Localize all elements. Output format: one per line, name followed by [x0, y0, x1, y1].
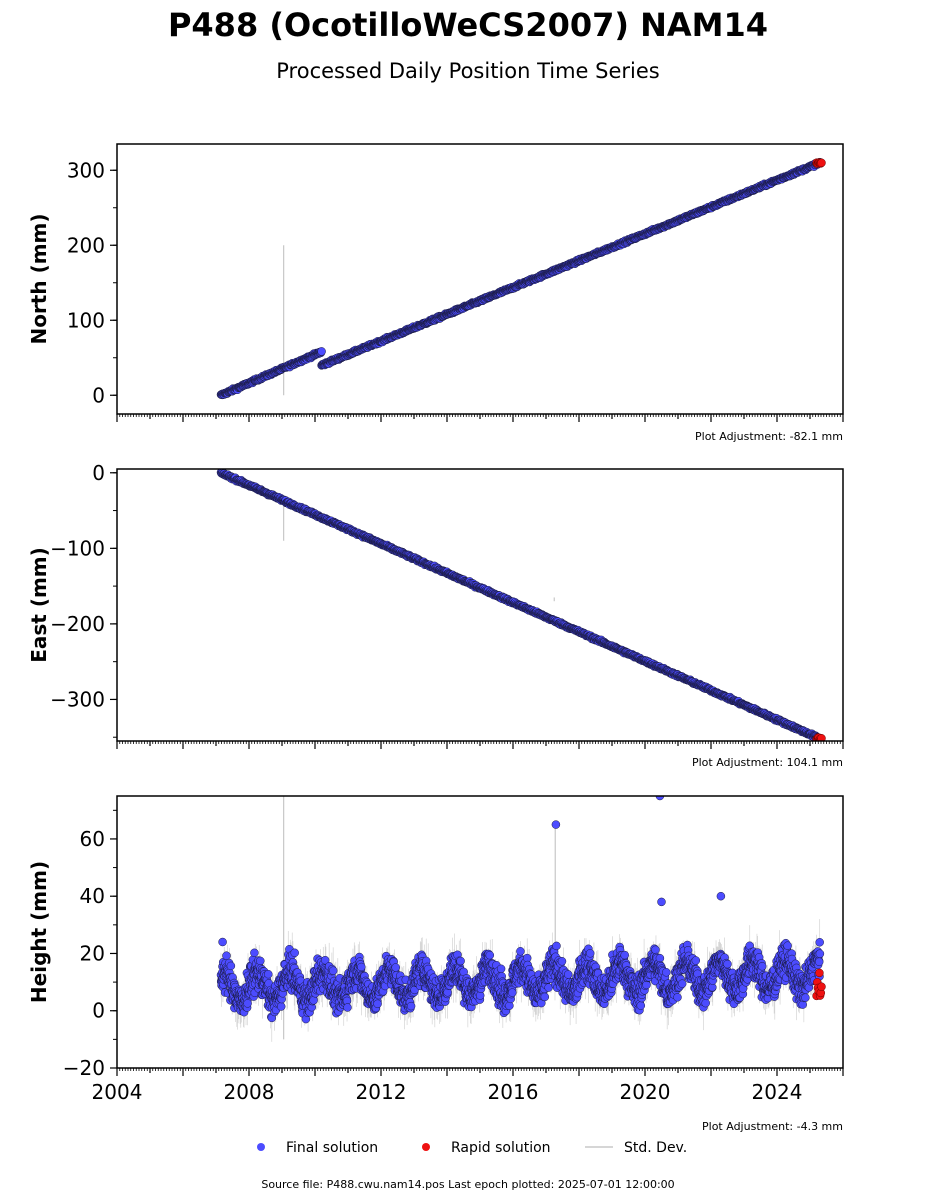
height-final-point: [328, 966, 338, 975]
north-y-tick-label: 100: [67, 308, 105, 332]
height-final-point: [290, 948, 299, 958]
north-y-tick-label: 300: [67, 158, 105, 182]
height-final-point: [256, 956, 265, 966]
north-panel: 0 100 200 300 North (mm): [27, 143, 844, 422]
north-rapid-point: [817, 158, 826, 168]
east-y-tick-label: −100: [50, 536, 105, 560]
height-final-point: [243, 999, 252, 1008]
north-data-layer: [216, 157, 826, 400]
height-data-layer: [216, 796, 826, 1042]
height-final-point: [250, 948, 259, 958]
north-final-point: [317, 347, 326, 356]
height-final-point: [276, 1002, 286, 1011]
north-y-axis-label: North (mm): [27, 213, 51, 344]
height-final-point: [264, 969, 273, 979]
height-final-point: [222, 951, 231, 960]
east-y-tick-label: −200: [50, 612, 105, 636]
figure-subtitle: Processed Daily Position Time Series: [276, 59, 660, 83]
figure-title: P488 (OcotilloWeCS2007) NAM14: [168, 6, 768, 44]
east-data-layer: [216, 469, 826, 741]
east-y-axis-label: East (mm): [27, 547, 51, 663]
height-final-point: [320, 955, 330, 965]
north-plot-frame: [116, 143, 844, 415]
north-y-tick-label: 200: [67, 233, 105, 257]
north-y-tick-label: 0: [92, 383, 105, 407]
height-final-point: [343, 1003, 352, 1012]
height-final-point: [309, 996, 318, 1005]
east-y-tick-label: 0: [92, 461, 105, 485]
east-panel: 0 −100 −200 −300 East (mm): [27, 461, 844, 749]
east-rapid-point: [817, 734, 826, 741]
height-final-point: [226, 961, 236, 971]
east-y-tick-label: −300: [50, 687, 105, 711]
